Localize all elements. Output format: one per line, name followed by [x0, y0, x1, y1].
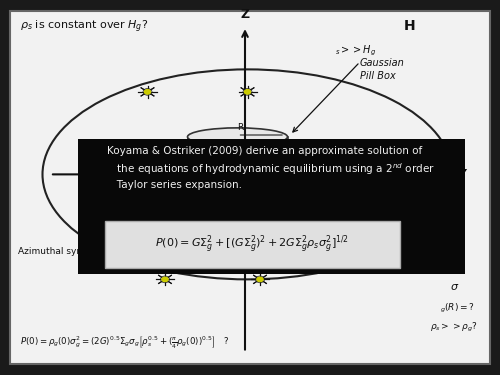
Text: $\sigma$: $\sigma$	[450, 282, 460, 292]
Text: $\rho_s$ is constant over $H_g$?: $\rho_s$ is constant over $H_g$?	[20, 19, 148, 35]
Circle shape	[162, 277, 168, 282]
FancyBboxPatch shape	[78, 139, 465, 274]
Text: Y: Y	[458, 168, 466, 181]
FancyBboxPatch shape	[188, 137, 288, 161]
Text: $P(0) = \rho_g(0)\sigma_g^2 = (2G)^{0.5}\Sigma_g\sigma_g\left[\rho_s^{0.5} + (\f: $P(0) = \rho_g(0)\sigma_g^2 = (2G)^{0.5}…	[20, 334, 229, 351]
Circle shape	[84, 178, 90, 182]
Circle shape	[357, 163, 363, 167]
Text: H: H	[404, 19, 416, 33]
Text: Azimuthal symm: Azimuthal symm	[18, 247, 94, 256]
FancyBboxPatch shape	[10, 11, 490, 364]
Ellipse shape	[188, 128, 288, 146]
Text: $P(0) = G\Sigma_g^2 + [(G\Sigma_g^2)^2 + 2G\Sigma_g^2\rho_s\sigma_g^2]^{1/2}$: $P(0) = G\Sigma_g^2 + [(G\Sigma_g^2)^2 +…	[156, 234, 350, 256]
Text: $\rho_s>>\rho_g?$: $\rho_s>>\rho_g?$	[430, 321, 478, 334]
Circle shape	[244, 90, 250, 94]
Circle shape	[144, 90, 150, 94]
Text: Gaussian
Pill Box: Gaussian Pill Box	[360, 58, 405, 81]
Ellipse shape	[188, 152, 288, 170]
Circle shape	[257, 277, 263, 282]
Text: Z: Z	[240, 8, 250, 21]
Text: $_g(R)=?$: $_g(R)=?$	[440, 302, 475, 315]
Text: Koyama & Ostriker (2009) derive an approximate solution of
   the equations of h: Koyama & Ostriker (2009) derive an appro…	[108, 146, 435, 190]
Text: R: R	[237, 123, 243, 132]
FancyBboxPatch shape	[105, 221, 400, 268]
Text: $_s>>H_g$: $_s>>H_g$	[335, 43, 376, 57]
